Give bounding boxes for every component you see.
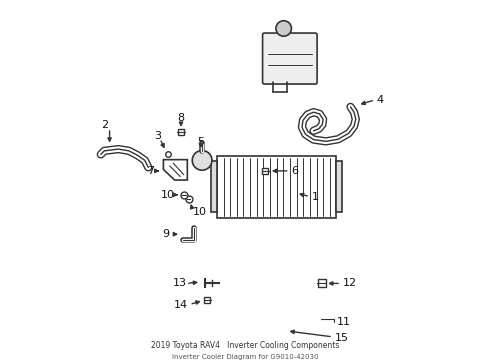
Text: 9: 9 [162,229,170,239]
Text: 14: 14 [174,300,188,310]
Text: 7: 7 [147,166,154,176]
Text: 5: 5 [197,137,204,147]
Text: 11: 11 [337,317,351,327]
Bar [337,161,342,212]
Bar [211,161,217,212]
Circle shape [192,150,212,170]
Text: 13: 13 [173,278,187,288]
Text: 10: 10 [161,190,175,200]
Text: 12: 12 [343,278,357,288]
Text: Inverter Cooler Diagram for G9010-42030: Inverter Cooler Diagram for G9010-42030 [172,354,318,360]
Text: 2: 2 [101,120,108,130]
Text: 15: 15 [335,333,349,343]
Text: 10: 10 [193,207,207,217]
Circle shape [276,21,292,36]
Text: 6: 6 [292,166,298,176]
Text: 3: 3 [154,131,161,141]
Text: 4: 4 [377,95,384,105]
FancyBboxPatch shape [263,33,317,84]
Text: 2019 Toyota RAV4   Inverter Cooling Components: 2019 Toyota RAV4 Inverter Cooling Compon… [151,341,339,350]
Bar [217,156,337,218]
Text: 8: 8 [177,113,185,123]
Text: 1: 1 [312,192,319,202]
